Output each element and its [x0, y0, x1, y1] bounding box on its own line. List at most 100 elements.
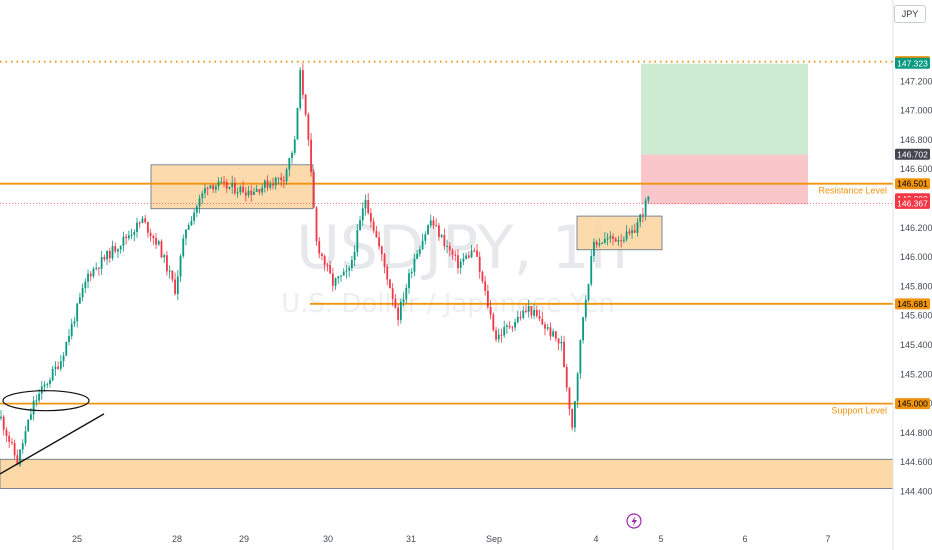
- candle-body: [633, 230, 636, 233]
- level-label: Support Level: [831, 406, 887, 416]
- candle-body: [176, 276, 179, 294]
- candle-body: [182, 238, 185, 257]
- candle-body: [282, 180, 285, 182]
- candle-body: [57, 366, 60, 369]
- price-tick-label: 145.800: [900, 281, 932, 291]
- candle-body: [473, 250, 476, 252]
- candle-body: [340, 275, 342, 277]
- candle-body: [299, 70, 302, 109]
- candle-body: [70, 323, 73, 337]
- candle-body: [190, 220, 193, 226]
- candle-body: [389, 279, 391, 289]
- candle-body: [0, 416, 2, 419]
- candle-body: [432, 220, 435, 226]
- candle-body: [318, 241, 321, 254]
- candle-body: [204, 188, 206, 194]
- candle-body: [514, 321, 516, 328]
- candle-body: [255, 188, 258, 192]
- candle-body: [418, 249, 421, 254]
- candle-body: [372, 221, 375, 231]
- candle-body: [497, 334, 500, 340]
- level-label: Resistance Level: [818, 186, 887, 196]
- price-tag: 147.323: [895, 57, 930, 69]
- candle-body: [277, 177, 280, 179]
- price-tick-label: 144.800: [900, 428, 932, 438]
- candle-body: [440, 235, 443, 237]
- candle-body: [119, 245, 122, 250]
- candle-body: [19, 449, 21, 465]
- time-tick-label: 30: [323, 534, 333, 544]
- candle-body: [424, 234, 427, 241]
- candle-body: [408, 273, 410, 288]
- candle-body: [212, 185, 215, 190]
- candle-body: [519, 316, 522, 318]
- drawings-layer: [0, 390, 105, 475]
- candle-body: [574, 401, 576, 428]
- candle-body: [95, 267, 98, 269]
- candle-body: [198, 198, 201, 207]
- price-tick-label: 146.200: [900, 223, 932, 233]
- candle-body: [399, 301, 402, 320]
- price-tag-label: 147.323: [897, 58, 928, 68]
- candle-body: [465, 255, 468, 259]
- candle-body: [421, 240, 424, 250]
- candle-body: [342, 271, 345, 276]
- candle-body: [114, 246, 117, 252]
- price-tag-bg: [895, 298, 930, 310]
- stop-zone: [641, 154, 808, 205]
- candle-body: [544, 324, 546, 329]
- candle-body: [454, 254, 457, 256]
- currency-button[interactable]: JPY: [894, 5, 926, 23]
- candle-body: [405, 287, 408, 300]
- candle-body: [302, 70, 304, 95]
- price-tick-label: 144.600: [900, 457, 932, 467]
- candle-body: [92, 268, 95, 277]
- candle-body: [350, 259, 353, 269]
- candle-body: [533, 310, 536, 316]
- candle-body: [103, 257, 106, 260]
- candle-body: [106, 250, 108, 260]
- candle-body: [370, 213, 372, 222]
- candle-body: [557, 338, 560, 344]
- price-tick-label: 147.000: [900, 106, 932, 116]
- candle-body: [644, 200, 647, 216]
- candle-body: [593, 241, 595, 257]
- candle-body: [435, 225, 438, 227]
- candle-body: [234, 182, 236, 193]
- candle-body: [492, 314, 495, 331]
- candle-body: [149, 232, 152, 237]
- price-tag-bg: [895, 197, 930, 209]
- candle-body: [312, 172, 315, 208]
- candle-body: [612, 236, 614, 239]
- candle-body: [334, 278, 337, 286]
- candle-body: [49, 380, 51, 384]
- candle-body: [228, 186, 231, 189]
- candle-body: [291, 152, 293, 159]
- time-tick-label: 25: [72, 534, 82, 544]
- price-tick-label: 147.200: [900, 76, 932, 86]
- candle-body: [89, 273, 92, 277]
- candle-body: [166, 255, 168, 272]
- candle-body: [337, 276, 340, 279]
- candle-body: [448, 245, 451, 251]
- candle-body: [296, 108, 299, 140]
- watermark-symbol: USDJPY, 1h: [296, 213, 628, 283]
- candle-body: [323, 255, 326, 265]
- candle-body: [171, 270, 174, 280]
- candle-body: [253, 191, 255, 195]
- candle-body: [636, 222, 639, 233]
- candle-body: [628, 231, 631, 234]
- price-axis[interactable]: 147.200 147.000 146.800 146.600 146.200 146.0…: [892, 0, 932, 550]
- candle-body: [24, 431, 27, 444]
- price-tick-label: 145.200: [900, 369, 932, 379]
- candle-body: [40, 386, 43, 394]
- candle-body: [459, 261, 462, 269]
- price-tick-label: 146.000: [900, 252, 932, 262]
- lightning-icon[interactable]: [626, 513, 642, 529]
- time-tick-label: 4: [593, 534, 598, 544]
- candle-body: [571, 409, 574, 428]
- candle-body: [195, 206, 198, 213]
- time-axis[interactable]: 25 28 29 30 31 Sep 4 5 6 7: [72, 534, 831, 544]
- candle-body: [187, 225, 190, 230]
